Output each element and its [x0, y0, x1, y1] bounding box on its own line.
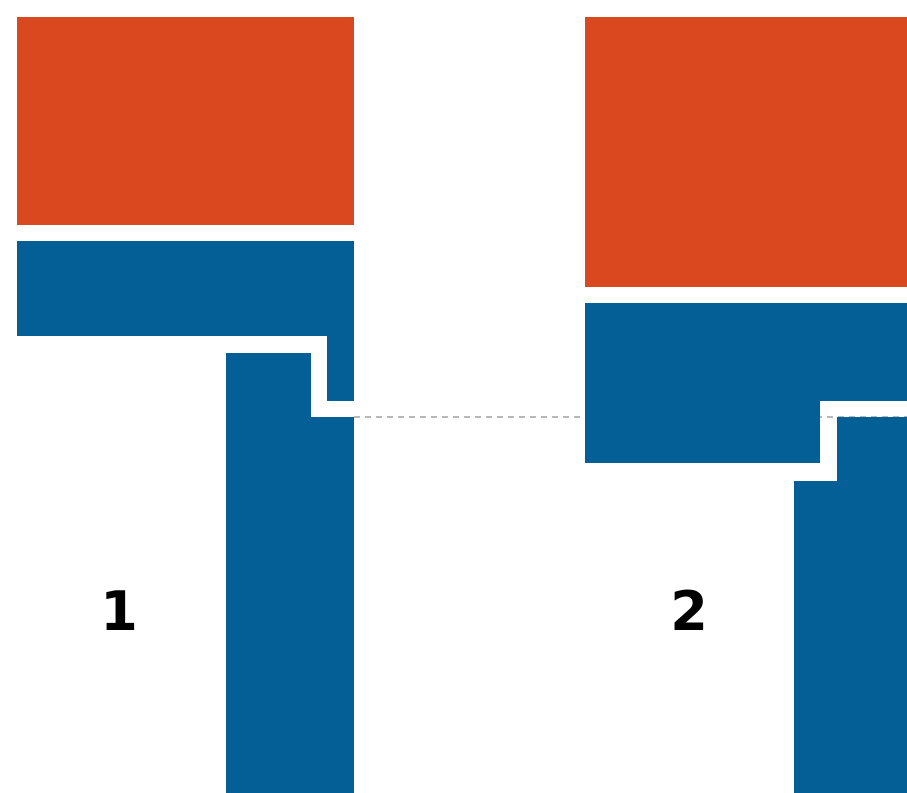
panel-1-blue-notch-strip	[327, 336, 354, 401]
panel-1: 1	[17, 17, 354, 793]
panel-1-label: 1	[100, 580, 138, 643]
panel-1-orange-block	[17, 17, 354, 225]
panel-2-label: 2	[670, 580, 708, 643]
panel-1-blue-horizontal-block	[17, 241, 354, 336]
panel-2-blue-vertical-block	[794, 417, 907, 793]
panel-2: 2	[585, 17, 907, 793]
panel-1-blue-vertical-block	[226, 353, 354, 793]
panel-2-blue-horizontal-block	[585, 303, 907, 463]
panel-2-orange-block	[585, 17, 907, 287]
